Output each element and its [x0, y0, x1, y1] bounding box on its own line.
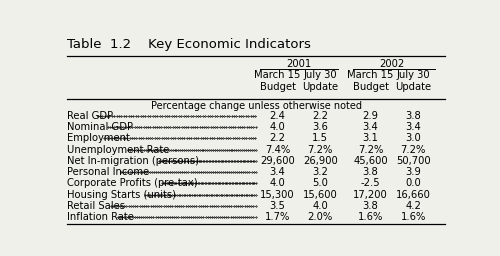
- Text: 3.4: 3.4: [270, 167, 285, 177]
- Text: 4.0: 4.0: [312, 201, 328, 211]
- Text: 1.6%: 1.6%: [400, 212, 426, 222]
- Text: Inflation Rate: Inflation Rate: [67, 212, 134, 222]
- Text: Table  1.2    Key Economic Indicators: Table 1.2 Key Economic Indicators: [67, 38, 311, 51]
- Text: 4.0: 4.0: [270, 178, 285, 188]
- Text: 2002: 2002: [380, 59, 404, 69]
- Text: 7.4%: 7.4%: [265, 145, 290, 155]
- Text: 2.2: 2.2: [270, 133, 285, 143]
- Text: Net In-migration (persons): Net In-migration (persons): [67, 156, 199, 166]
- Text: 7.2%: 7.2%: [308, 145, 333, 155]
- Text: 7.2%: 7.2%: [400, 145, 426, 155]
- Text: 2.2: 2.2: [312, 111, 328, 121]
- Text: 3.6: 3.6: [312, 122, 328, 132]
- Text: Real GDP: Real GDP: [67, 111, 114, 121]
- Text: March 15
Budget: March 15 Budget: [254, 70, 301, 92]
- Text: 2.4: 2.4: [270, 111, 285, 121]
- Text: 3.4: 3.4: [362, 122, 378, 132]
- Text: 5.0: 5.0: [312, 178, 328, 188]
- Text: 3.8: 3.8: [406, 111, 421, 121]
- Text: 3.4: 3.4: [406, 122, 421, 132]
- Text: 3.1: 3.1: [362, 133, 378, 143]
- Text: 3.8: 3.8: [362, 201, 378, 211]
- Text: Percentage change unless otherwise noted: Percentage change unless otherwise noted: [151, 101, 362, 111]
- Text: 2.0%: 2.0%: [308, 212, 333, 222]
- Text: 4.0: 4.0: [270, 122, 285, 132]
- Text: 2.9: 2.9: [362, 111, 378, 121]
- Text: Personal Income: Personal Income: [67, 167, 150, 177]
- Text: 26,900: 26,900: [303, 156, 338, 166]
- Text: 7.2%: 7.2%: [358, 145, 384, 155]
- Text: July 30
Update: July 30 Update: [302, 70, 338, 92]
- Text: 3.8: 3.8: [362, 167, 378, 177]
- Text: Retail Sales: Retail Sales: [67, 201, 125, 211]
- Text: -2.5: -2.5: [361, 178, 380, 188]
- Text: Nominal GDP: Nominal GDP: [67, 122, 133, 132]
- Text: 29,600: 29,600: [260, 156, 295, 166]
- Text: 1.5: 1.5: [312, 133, 328, 143]
- Text: Corporate Profits (pre-tax): Corporate Profits (pre-tax): [67, 178, 198, 188]
- Text: 17,200: 17,200: [353, 189, 388, 199]
- Text: 4.2: 4.2: [405, 201, 421, 211]
- Text: 1.6%: 1.6%: [358, 212, 384, 222]
- Text: Housing Starts (units): Housing Starts (units): [67, 189, 176, 199]
- Text: 50,700: 50,700: [396, 156, 430, 166]
- Text: 15,600: 15,600: [303, 189, 338, 199]
- Text: March 15
Budget: March 15 Budget: [348, 70, 394, 92]
- Text: 1.7%: 1.7%: [265, 212, 290, 222]
- Text: 2001: 2001: [286, 59, 312, 69]
- Text: Employment: Employment: [67, 133, 130, 143]
- Text: 3.9: 3.9: [405, 167, 421, 177]
- Text: 0.0: 0.0: [406, 178, 421, 188]
- Text: July 30
Update: July 30 Update: [395, 70, 431, 92]
- Text: 15,300: 15,300: [260, 189, 295, 199]
- Text: Unemployment Rate: Unemployment Rate: [67, 145, 170, 155]
- Text: 3.5: 3.5: [270, 201, 285, 211]
- Text: 16,660: 16,660: [396, 189, 430, 199]
- Text: 3.2: 3.2: [312, 167, 328, 177]
- Text: 3.0: 3.0: [406, 133, 421, 143]
- Text: 45,600: 45,600: [353, 156, 388, 166]
